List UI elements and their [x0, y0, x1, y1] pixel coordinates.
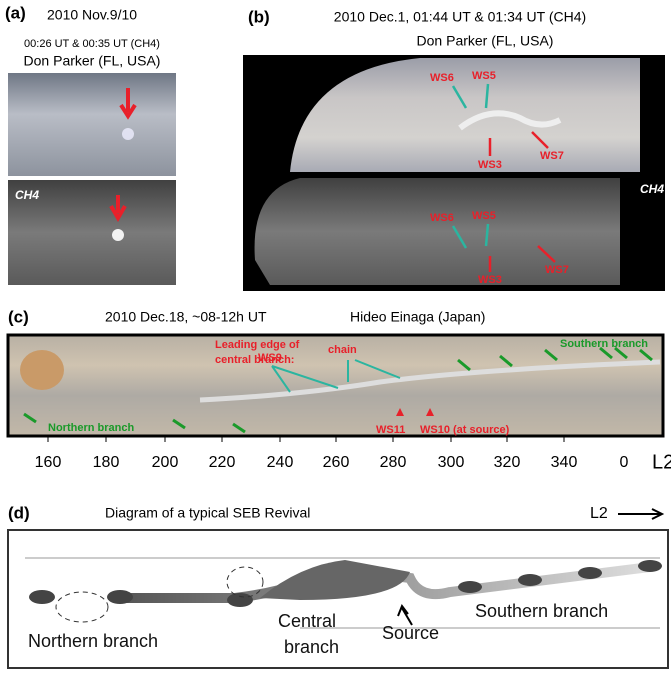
band	[199, 359, 661, 403]
annotation: Southern branch	[475, 601, 608, 621]
spot-label: WS5	[472, 210, 496, 222]
panel-title: 2010 Nov.9/10	[47, 7, 137, 23]
panel-b: (b) 2010 Dec.1, 01:44 UT & 01:34 UT (CH4…	[243, 7, 665, 291]
panel-title: 2010 Dec.18, ~08-12h UT	[105, 309, 267, 325]
axis-label: 340	[551, 454, 578, 471]
panel-c: (c) 2010 Dec.18, ~08-12h UT Hideo Einaga…	[6, 307, 671, 473]
spot-label: WS7	[545, 264, 569, 276]
spot-label: WS6	[430, 72, 454, 84]
image	[254, 178, 620, 285]
annotation: Northern branch	[48, 422, 134, 434]
axis-label: 0	[620, 454, 629, 471]
spot	[122, 128, 134, 140]
axis-label: 320	[494, 454, 521, 471]
axis-label: 220	[209, 454, 236, 471]
arrows	[271, 359, 401, 393]
panel-label: (b)	[248, 7, 270, 26]
annotation: branch	[284, 637, 339, 657]
ovals	[55, 566, 264, 623]
markers	[396, 408, 434, 416]
spot	[112, 229, 124, 241]
spot-label: WS6	[430, 212, 454, 224]
filter-label: CH4	[15, 188, 39, 202]
annotation: Leading edge of	[215, 339, 300, 351]
annotation: Source	[382, 623, 439, 643]
panel-title: 2010 Dec.1, 01:44 UT & 01:34 UT (CH4)	[334, 9, 586, 25]
image	[290, 58, 640, 172]
arrow	[397, 603, 413, 626]
axis-label: 240	[267, 454, 294, 471]
axis-label: 200	[152, 454, 179, 471]
spot-label: WS3	[478, 159, 502, 171]
direction-label: L2	[590, 505, 608, 522]
panel-subtitle: 00:26 UT & 00:35 UT (CH4)	[24, 38, 160, 50]
annotation: Southern branch	[560, 338, 648, 350]
axis-labels: 160 180 200 220 240 260 280 300 320 340 0 L2	[35, 436, 671, 473]
arrow	[109, 195, 127, 222]
panel-title: Diagram of a typical SEB Revival	[105, 505, 310, 521]
axis-label: 160	[35, 454, 62, 471]
annotation: chain	[328, 344, 357, 356]
panel-label: (a)	[5, 3, 26, 22]
annotation: WS10 (at source)	[420, 424, 510, 436]
panel-a: (a) 2010 Nov.9/10 00:26 UT & 00:35 UT (C…	[5, 3, 176, 285]
panel-credit: Hideo Einaga (Japan)	[350, 309, 485, 325]
image	[6, 333, 665, 438]
filter-label: CH4	[640, 182, 664, 196]
annotation: Northern branch	[28, 631, 158, 651]
plume	[458, 110, 562, 131]
annotation: WS11	[376, 424, 405, 436]
arrows	[451, 83, 490, 249]
spot-label: WS7	[540, 150, 564, 162]
axis-label: 260	[323, 454, 350, 471]
axis-label: 300	[438, 454, 465, 471]
axis-label: 280	[380, 454, 407, 471]
panel-credit: Don Parker (FL, USA)	[24, 53, 161, 69]
image	[8, 180, 176, 285]
spot-label: WS5	[472, 70, 496, 82]
panel-credit: Don Parker (FL, USA)	[417, 33, 554, 49]
annotation: Central	[278, 611, 336, 631]
central-branch	[260, 560, 410, 600]
arrows	[488, 131, 556, 272]
annotation: central branch:	[215, 354, 294, 366]
image	[8, 73, 176, 176]
annotation: WS9	[258, 352, 282, 364]
panel-label: (d)	[8, 503, 30, 522]
axis-label: 180	[93, 454, 120, 471]
spots	[29, 560, 662, 607]
arrow	[119, 88, 137, 120]
axis-label: L2	[652, 451, 671, 473]
panel-d: (d) Diagram of a typical SEB Revival L2 …	[7, 503, 669, 669]
panel-label: (c)	[8, 307, 29, 326]
arrow	[618, 508, 665, 520]
red-spot	[20, 350, 64, 390]
arrows	[23, 346, 653, 434]
spot-label: WS3	[478, 274, 502, 286]
